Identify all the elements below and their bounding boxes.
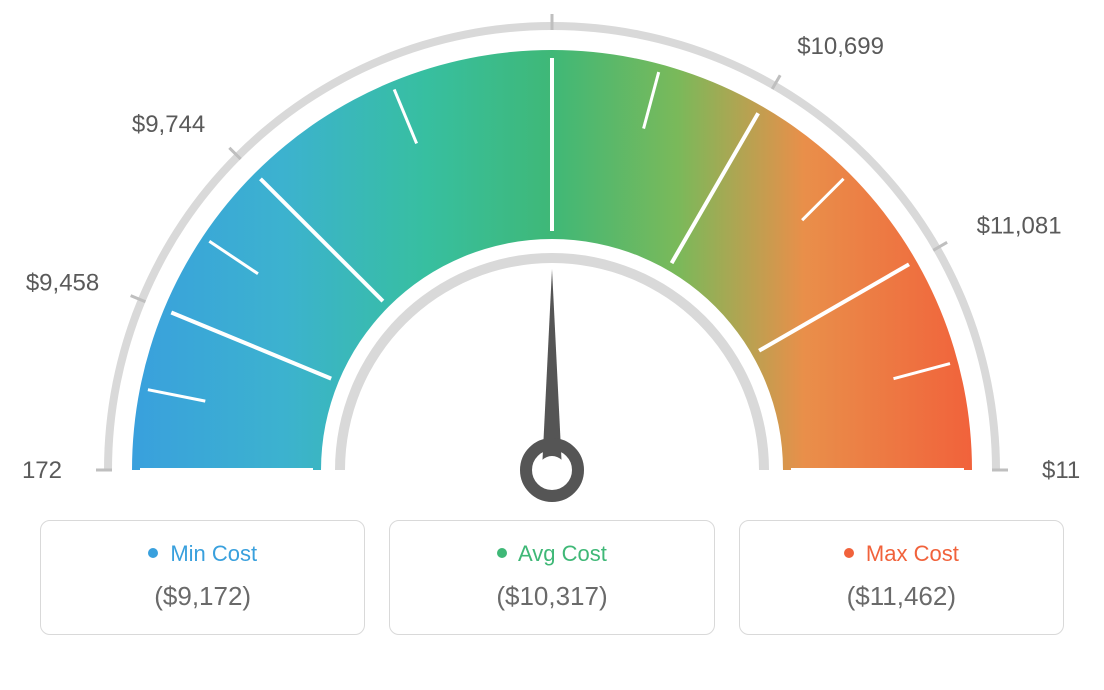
gauge-tick-label: $9,172 (22, 457, 62, 484)
gauge-tick-label: $9,458 (26, 270, 99, 297)
legend-card-max: Max Cost ($11,462) (739, 520, 1064, 635)
legend-title-min: Min Cost (51, 541, 354, 567)
legend-avg-title-text: Avg Cost (518, 541, 607, 566)
legend-min-value: ($9,172) (51, 581, 354, 612)
gauge-svg: $9,172$9,458$9,744$10,317$10,699$11,081$… (22, 0, 1082, 520)
legend-title-max: Max Cost (750, 541, 1053, 567)
gauge-tick-label: $11,462 (1042, 457, 1082, 484)
legend-card-min: Min Cost ($9,172) (40, 520, 365, 635)
gauge-tick-label: $10,699 (797, 33, 884, 60)
legend-max-title-text: Max Cost (866, 541, 959, 566)
legend-card-avg: Avg Cost ($10,317) (389, 520, 714, 635)
legend-title-avg: Avg Cost (400, 541, 703, 567)
legend-row: Min Cost ($9,172) Avg Cost ($10,317) Max… (0, 520, 1104, 655)
dot-icon (497, 548, 507, 558)
dot-icon (148, 548, 158, 558)
legend-avg-value: ($10,317) (400, 581, 703, 612)
legend-min-title-text: Min Cost (170, 541, 257, 566)
gauge-tick-label: $11,081 (977, 212, 1062, 239)
legend-max-value: ($11,462) (750, 581, 1053, 612)
gauge-chart: $9,172$9,458$9,744$10,317$10,699$11,081$… (0, 0, 1104, 520)
gauge-tick-label: $9,744 (132, 111, 205, 138)
dot-icon (844, 548, 854, 558)
